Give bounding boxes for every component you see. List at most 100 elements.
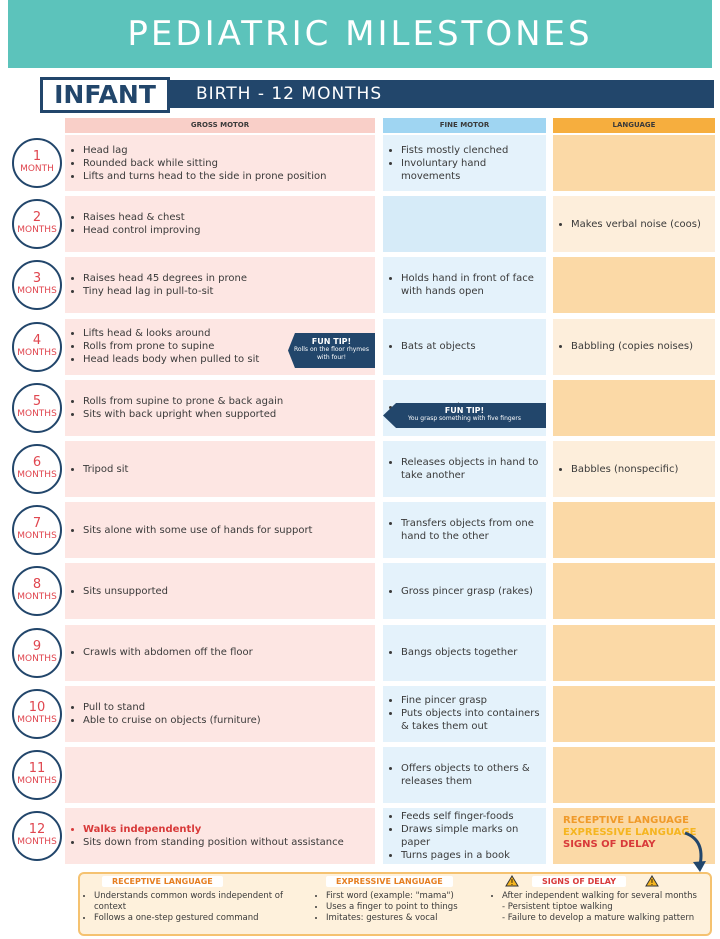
gross-cell: Sits unsupported [65,563,375,620]
month-unit: MONTHS [17,347,57,358]
month-badge: 10 MONTHS [12,688,62,739]
month-unit: MONTHS [17,470,57,480]
column-header: GROSS MOTOR [65,118,375,133]
month-unit: MONTHS [17,653,57,664]
tip-title: FUN TIP! [444,406,485,415]
footer-item: First word (example: "mama") [326,891,496,902]
gross-cell: Tripod sit [65,441,375,497]
footer-title: EXPRESSIVE LANGUAGE [326,876,453,887]
milestone: Sits down from standing position without… [83,836,344,849]
milestone: Makes verbal noise (coos) [571,218,701,231]
gross-cell: Sits alone with some use of hands for su… [65,502,375,559]
gross-cell: Raises head & chestHead control improvin… [65,196,375,253]
month-badge: 6 MONTHS [12,444,62,494]
month-number: 8 [32,577,42,593]
legend: RECEPTIVE LANGUAGE EXPRESSIVE LANGUAGE SIG… [563,815,696,851]
milestone: Rolls from prone to supine [83,340,259,353]
month-number: 12 [28,822,46,838]
month-unit: MONTHS [17,837,57,848]
footer-list: First word (example: "mama")Uses a finge… [316,891,496,924]
month-number: 3 [32,271,42,287]
legend-item: SIGNS OF DELAY [563,839,656,850]
gross-cell: Pull to standAble to cruise on objects (… [65,685,375,742]
milestone: Head lag [83,144,326,157]
column-header: FINE MOTOR [383,118,546,133]
fine-cell: Bangs objects together [383,624,546,681]
footer-list: Understands common words independent of … [84,891,314,924]
language-cell: Babbling (copies noises) [553,318,715,375]
gross-list: Rolls from supine to prone & back againS… [71,395,283,421]
month-badge: 3 MONTHS [12,260,62,311]
milestone: Gross pincer grasp (rakes) [401,585,533,598]
fine-list: Holds hand in front of face with hands o… [389,272,540,298]
month-badge: 4 MONTHS [12,321,62,372]
fine-list: Bats at objects [389,340,476,353]
milestone: Transfers objects from one hand to the o… [401,517,540,543]
language-cell [553,685,715,742]
milestone: Walks independently [83,823,344,836]
milestone: Able to cruise on objects (furniture) [83,714,261,727]
fine-cell [383,196,546,253]
milestone: Releases objects in hand to take another [401,456,540,482]
month-number: 4 [32,332,42,348]
month-unit: MONTHS [17,408,57,419]
milestone: Lifts head & looks around [83,327,259,340]
month-unit: MONTHS [17,714,57,725]
language-cell: Babbles (nonspecific) [553,441,715,497]
month-number: 11 [28,761,46,776]
month-badge: 5 MONTHS [12,382,62,433]
month-unit: MONTHS [17,776,57,786]
fine-cell: Offers objects to others & releases them [383,747,546,803]
month-unit: MONTHS [17,225,57,236]
month-number: 2 [32,210,42,226]
gross-cell [65,747,375,803]
milestone: Babbling (copies noises) [571,340,693,353]
fine-list: Fists mostly clenchedInvoluntary hand mo… [389,144,540,183]
gross-cell: Walks independentlySits down from standi… [65,808,375,865]
gross-list: Head lagRounded back while sittingLifts … [71,144,326,183]
month-unit: MONTHS [17,286,57,297]
age-range: BIRTH - 12 MONTHS [196,84,383,104]
month-badge: 9 MONTHS [12,627,62,678]
section-label: INFANT [40,77,170,113]
milestone: Raises head 45 degrees in prone [83,272,247,285]
footer-title: RECEPTIVE LANGUAGE [102,876,223,887]
month-badge: 1 MONTH [12,138,62,188]
month-badge: 8 MONTHS [12,566,62,617]
month-unit: MONTHS [17,592,57,603]
fine-cell: Releases objects in hand to take another [383,441,546,497]
fine-list: Offers objects to others & releases them [389,762,540,788]
tip-text: You grasp something with five fingers [408,415,521,422]
milestone: Head control improving [83,224,200,237]
language-cell [553,379,715,436]
column-header: LANGUAGE [553,118,715,133]
milestone: Involuntary hand movements [401,157,540,183]
fine-cell: Gross pincer grasp (rakes) [383,563,546,620]
warning-icon: ! [505,875,519,887]
month-unit: MONTHS [17,531,57,542]
milestone: Sits with back upright when supported [83,408,283,421]
fun-tip: FUN TIP! You grasp something with five fi… [383,403,546,428]
page-title: PEDIATRIC MILESTONES [127,14,593,54]
month-number: 5 [32,393,42,409]
month-badge: 12 MONTHS [12,811,62,862]
gross-list: Raises head 45 degrees in proneTiny head… [71,272,247,298]
fine-cell: Bats at objects [383,318,546,375]
arrow [684,831,706,872]
milestone: Pull to stand [83,701,261,714]
month-number: 1 [32,149,42,164]
fine-cell: Holds hand in front of face with hands o… [383,257,546,314]
header-banner [8,0,712,68]
footer-item: Imitates: gestures & vocal [326,913,496,924]
fine-list: Gross pincer grasp (rakes) [389,585,533,598]
footer-item: Follows a one-step gestured command [94,913,314,924]
milestone: Rounded back while sitting [83,157,326,170]
milestone: Holds hand in front of face with hands o… [401,272,540,298]
footer-item: Uses a finger to point to things [326,902,496,913]
fine-cell: Fists mostly clenchedInvoluntary hand mo… [383,135,546,191]
fine-cell: Feeds self finger-foodsDraws simple mark… [383,808,546,865]
gross-cell: Raises head 45 degrees in proneTiny head… [65,257,375,314]
language-cell [553,563,715,620]
milestone: Bats at objects [401,340,476,353]
month-badge: 2 MONTHS [12,199,62,250]
